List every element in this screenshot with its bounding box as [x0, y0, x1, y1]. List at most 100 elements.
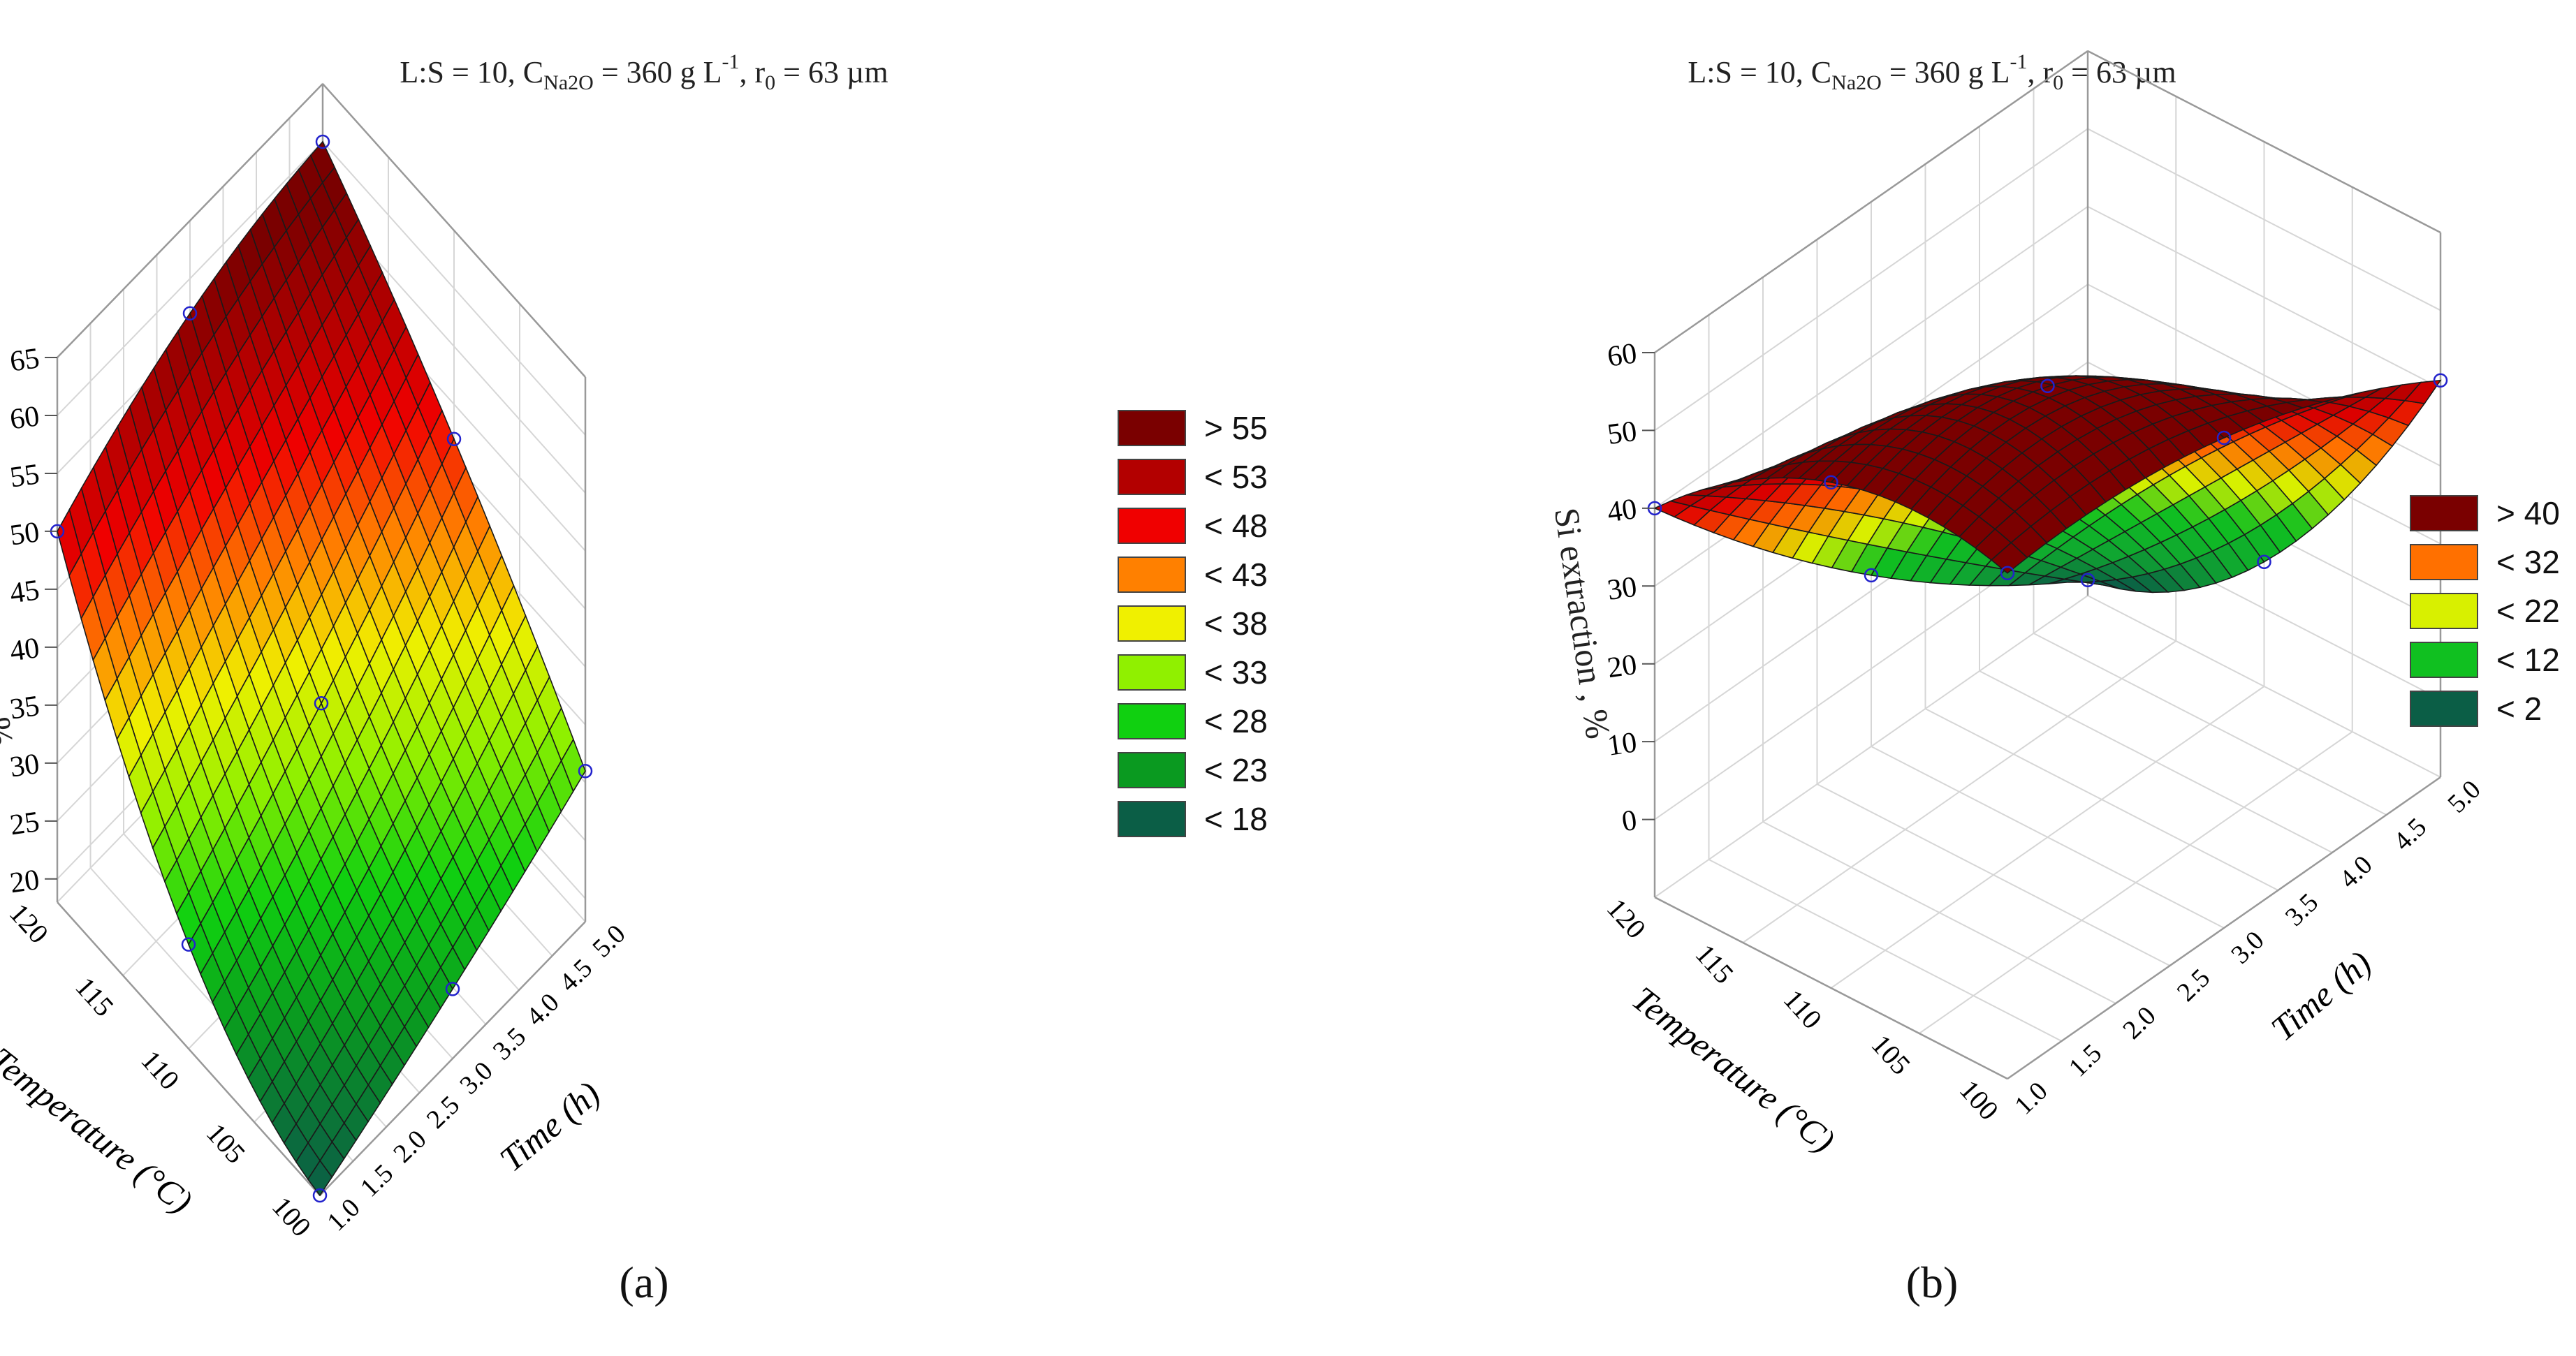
- z-tick-label: 40: [8, 632, 41, 668]
- x-tick-label: 120: [1601, 892, 1653, 945]
- y-tick-label: 4.5: [2388, 812, 2432, 856]
- y-axis-label: Time (h): [492, 1074, 608, 1179]
- axis-box-edge: [1654, 896, 2008, 1080]
- axis-box-edge: [57, 901, 321, 1196]
- z-tick-label: 50: [8, 516, 41, 552]
- axis-box-edge: [2087, 50, 2441, 234]
- y-tick-label: 2.5: [2172, 963, 2216, 1007]
- y-tick-label: 1.5: [2063, 1038, 2107, 1082]
- legend-swatch: [1118, 508, 1186, 544]
- legend-swatch: [1118, 703, 1186, 739]
- data-point-marker: [1824, 475, 1838, 489]
- y-tick-label: 1.0: [2009, 1076, 2053, 1120]
- legend-item: < 28: [1118, 697, 1268, 746]
- wall-gridline: [1654, 50, 2441, 353]
- y-tick-label: 1.5: [355, 1158, 399, 1202]
- y-tick-label: 2.0: [388, 1124, 432, 1168]
- legend-swatch: [1118, 410, 1186, 446]
- z-axis-label: Si extraction , %: [1547, 506, 1618, 742]
- floor-gridline: [1925, 708, 2278, 891]
- legend-swatch: [1118, 459, 1186, 495]
- legend-label: > 40: [2496, 495, 2560, 531]
- x-tick-label: 105: [1866, 1029, 1917, 1081]
- legend-swatch: [2410, 642, 2478, 678]
- z-tick-label: 50: [1605, 415, 1639, 451]
- y-tick-label: 5.0: [587, 919, 631, 963]
- y-tick-label: 3.5: [2280, 887, 2324, 931]
- floor-gridline: [1871, 746, 2225, 929]
- legend-item: < 22: [2410, 587, 2560, 635]
- data-point-marker: [181, 937, 196, 952]
- data-point-marker: [2433, 373, 2448, 388]
- legend-label: < 43: [1204, 557, 1268, 593]
- legend-item: < 32: [2410, 538, 2560, 587]
- legend-label: < 23: [1204, 752, 1268, 788]
- legend-swatch: [2410, 495, 2478, 531]
- y-tick-label: 1.0: [321, 1193, 365, 1237]
- data-point-marker: [578, 764, 593, 779]
- chart-panel-a: L:S = 10, CNa2O = 360 g L-1, r0 = 63 µm …: [0, 50, 1268, 1307]
- y-tick-label: 4.0: [520, 987, 564, 1031]
- z-tick-label: 40: [1605, 493, 1639, 529]
- legend-swatch: [1118, 654, 1186, 691]
- axis-box-edge: [322, 83, 586, 378]
- legend-item: > 55: [1118, 404, 1268, 452]
- floor-gridline: [1762, 821, 2116, 1004]
- z-tick-label: 45: [8, 574, 41, 610]
- legend-item: < 43: [1118, 550, 1268, 599]
- surface-cell: [1990, 542, 2028, 574]
- z-tick-label: 35: [8, 690, 41, 725]
- surface-plot-a: 20 25 30 35 40 45 50 55 60 65 100 105 110 115 120 1.01.…: [0, 82, 631, 1243]
- floor-gridline: [1708, 859, 2062, 1042]
- legend-item: < 33: [1118, 648, 1268, 697]
- floor-gridline: [1817, 783, 2170, 966]
- z-tick-label: 65: [8, 342, 41, 378]
- data-point-marker: [446, 432, 462, 446]
- legend-swatch: [1118, 605, 1186, 642]
- chart-title-b: L:S = 10, CNa2O = 360 g L-1, r0 = 63 µm: [1688, 50, 2176, 94]
- data-point-marker: [445, 982, 460, 996]
- y-tick-label: 2.0: [2117, 1001, 2161, 1045]
- surface-cell: [307, 1159, 333, 1197]
- legend-label: < 22: [2496, 593, 2560, 629]
- legend-label: < 32: [2496, 544, 2560, 580]
- data-point-marker: [315, 134, 330, 149]
- legend-swatch: [1118, 801, 1186, 837]
- y-tick-label: 3.0: [2225, 925, 2269, 969]
- z-tick-label: 0: [1620, 804, 1639, 838]
- legend-label: < 48: [1204, 508, 1268, 544]
- data-point-marker: [2216, 430, 2232, 445]
- panel-label-b: (b): [1905, 1258, 1959, 1307]
- chart-title-a: L:S = 10, CNa2O = 360 g L-1, r0 = 63 µm: [400, 50, 888, 94]
- panel-label-a: (a): [619, 1258, 669, 1307]
- legend-b: > 40 < 32 < 22 < 12 < 2: [2410, 489, 2560, 733]
- data-point-marker: [314, 696, 329, 711]
- x-tick-label: 120: [3, 897, 55, 950]
- x-tick-label: 105: [200, 1117, 252, 1170]
- legend-label: < 12: [2496, 642, 2560, 678]
- legend-swatch: [1118, 557, 1186, 593]
- data-point-marker: [182, 306, 198, 321]
- z-tick-label: 30: [8, 748, 41, 783]
- y-tick-label: 2.5: [421, 1090, 465, 1134]
- legend-item: < 12: [2410, 635, 2560, 684]
- data-point-marker: [2080, 573, 2095, 587]
- z-tick-label: 25: [8, 806, 41, 841]
- x-tick-label: 110: [135, 1045, 186, 1096]
- legend-item: > 40: [2410, 489, 2560, 538]
- y-axis-label: Time (h): [2264, 943, 2379, 1049]
- z-tick-label: 60: [8, 400, 41, 436]
- axis-box-edge: [57, 83, 323, 358]
- data-point-marker: [2040, 378, 2055, 393]
- x-tick-label: 100: [1954, 1074, 2005, 1126]
- legend-item: < 48: [1118, 501, 1268, 550]
- z-tick-label: 10: [1605, 726, 1639, 762]
- axis-box-edge: [319, 921, 586, 1196]
- floor-gridline: [1979, 670, 2333, 853]
- legend-item: < 53: [1118, 452, 1268, 501]
- axis-box-edge: [2007, 776, 2441, 1080]
- chart-panel-b: L:S = 10, CNa2O = 360 g L-1, r0 = 63 µm …: [1288, 0, 2576, 1356]
- z-tick-label: 55: [8, 458, 41, 494]
- data-point-marker: [2257, 554, 2271, 569]
- legend-swatch: [2410, 593, 2478, 629]
